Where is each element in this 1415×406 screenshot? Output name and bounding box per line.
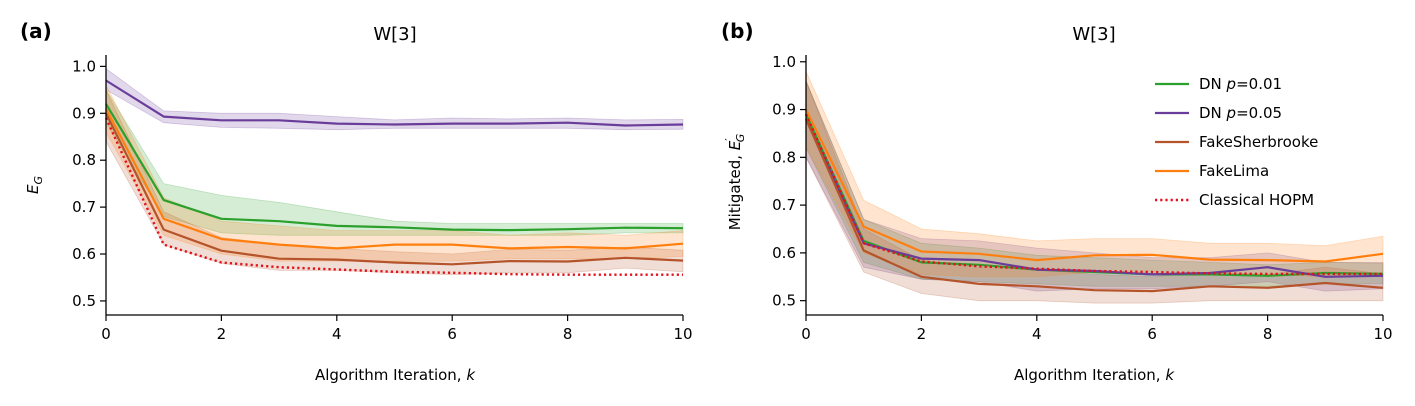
panel-a-line-fakelima	[105, 108, 684, 250]
panel-a: (a) W[3] 0 2 4 6 8 10 0.5 0.6 0.7 0.8 0.9 1.0 Algor…	[20, 19, 693, 384]
panel-b-xlabel: Algorithm Iteration, k	[1014, 366, 1175, 384]
legend-label-value: =0.01	[1236, 75, 1282, 93]
legend-label-dn-p-0-05: DN p=0.05	[1199, 104, 1282, 122]
panel-b-xlabel-text: Algorithm Iteration,	[1014, 366, 1165, 384]
panel-a-band-dn-p-0-05	[105, 67, 684, 131]
panel-b-line-fakesherbrooke	[804, 118, 1384, 293]
panel-b-ylabel: Mitigated, E′G	[723, 134, 747, 231]
legend-label-dn-p-0-01: DN p=0.01	[1199, 75, 1282, 93]
panel-b-ytick-label: 1.0	[772, 53, 796, 71]
legend-label-fakelima: FakeLima	[1199, 162, 1269, 180]
panel-b-xlabel-var: k	[1165, 366, 1175, 384]
panel-a-xlabel-var: k	[466, 366, 476, 384]
panel-b-ylabel-text: Mitigated,	[726, 150, 744, 230]
panel-a-xtick-label: 2	[217, 325, 227, 343]
legend-label-text: Classical HOPM	[1199, 191, 1314, 209]
panel-a-xtick-label: 0	[101, 325, 111, 343]
panel-a-ytick-label: 0.9	[72, 104, 96, 122]
panel-b-xtick-label: 6	[1147, 325, 1157, 343]
panel-a-xlabel-text: Algorithm Iteration,	[315, 366, 466, 384]
panel-b-axes: 0 2 4 6 8 10 0.5 0.6 0.7 0.8 0.9 1.0	[772, 53, 1392, 343]
panel-a-xtick-label: 6	[447, 325, 457, 343]
legend-label-var: p	[1226, 75, 1237, 93]
panel-a-ylabel-var: E	[24, 184, 42, 194]
panel-a-band-fakelima	[105, 84, 684, 262]
panel-b-ylabel-sup: ′	[723, 138, 736, 141]
legend-label-text: FakeLima	[1199, 162, 1269, 180]
panel-a-ylabel: EG	[24, 176, 45, 194]
panel-a-ytick-label: 0.5	[72, 292, 96, 310]
panel-a-ytick-label: 0.7	[72, 198, 96, 216]
panel-b-ytick-label: 0.8	[772, 148, 796, 166]
panel-b-xtick-label: 0	[801, 325, 811, 343]
panel-b-title: W[3]	[1072, 24, 1115, 45]
panel-b-band-fakelima	[805, 71, 1384, 278]
panel-a-line-dn-p-0-01	[105, 103, 684, 232]
legend-label-text: DN	[1199, 104, 1227, 122]
panel-b-xtick-label: 4	[1032, 325, 1042, 343]
panel-label-a: (a)	[20, 19, 52, 43]
panel-a-ytick-label: 1.0	[72, 57, 96, 75]
panel-a-xlabel: Algorithm Iteration, k	[315, 366, 476, 384]
legend-label-var: p	[1226, 104, 1237, 122]
panel-a-xtick-label: 4	[332, 325, 342, 343]
panel-b-ytick-label: 0.5	[772, 292, 796, 310]
panel-label-b: (b)	[721, 19, 754, 43]
panel-a-ylabel-sub: G	[32, 176, 45, 185]
panel-b-line-classical-hopm	[804, 113, 1383, 276]
panel-a-title: W[3]	[373, 24, 416, 45]
panel-a-band-dn-p-0-01	[105, 88, 684, 236]
panel-b-ytick-label: 0.9	[772, 101, 796, 119]
panel-a-line-fakesherbrooke	[105, 112, 684, 266]
panel-b-xtick-label: 10	[1373, 325, 1392, 343]
panel-b-xtick-label: 2	[917, 325, 927, 343]
panel-a-xtick-label: 10	[673, 325, 692, 343]
panel-b-lines	[804, 109, 1384, 293]
legend-label-fakesherbrooke: FakeSherbrooke	[1199, 133, 1318, 151]
legend-label-value: =0.05	[1236, 104, 1282, 122]
panel-b-line-fakelima	[805, 109, 1384, 263]
panel-b-xtick-label: 8	[1263, 325, 1273, 343]
panel-a-xtick-label: 8	[563, 325, 573, 343]
panel-a-ytick-label: 0.8	[72, 151, 96, 169]
legend-label-text: FakeSherbrooke	[1199, 133, 1318, 151]
legend-label-text: DN	[1199, 75, 1227, 93]
panel-b-bands	[805, 71, 1384, 304]
panel-a-line-dn-p-0-05	[105, 79, 684, 127]
panel-b-ylabel-sub: G	[734, 134, 747, 143]
panel-b: (b) W[3] 0 2 4 6 8 10 0.5 0.6 0.7 0.8 0.9 1.0 Algor…	[721, 19, 1393, 384]
panel-b-ylabel-var: E	[726, 140, 744, 150]
panel-a-ytick-label: 0.6	[72, 245, 96, 263]
panel-b-ytick-label: 0.7	[772, 196, 796, 214]
panel-a-lines	[104, 79, 684, 276]
panel-b-ytick-label: 0.6	[772, 244, 796, 262]
legend-label-classical-hopm: Classical HOPM	[1199, 191, 1314, 209]
panel-a-axes: 0 2 4 6 8 10 0.5 0.6 0.7 0.8 0.9 1.0	[72, 55, 693, 343]
